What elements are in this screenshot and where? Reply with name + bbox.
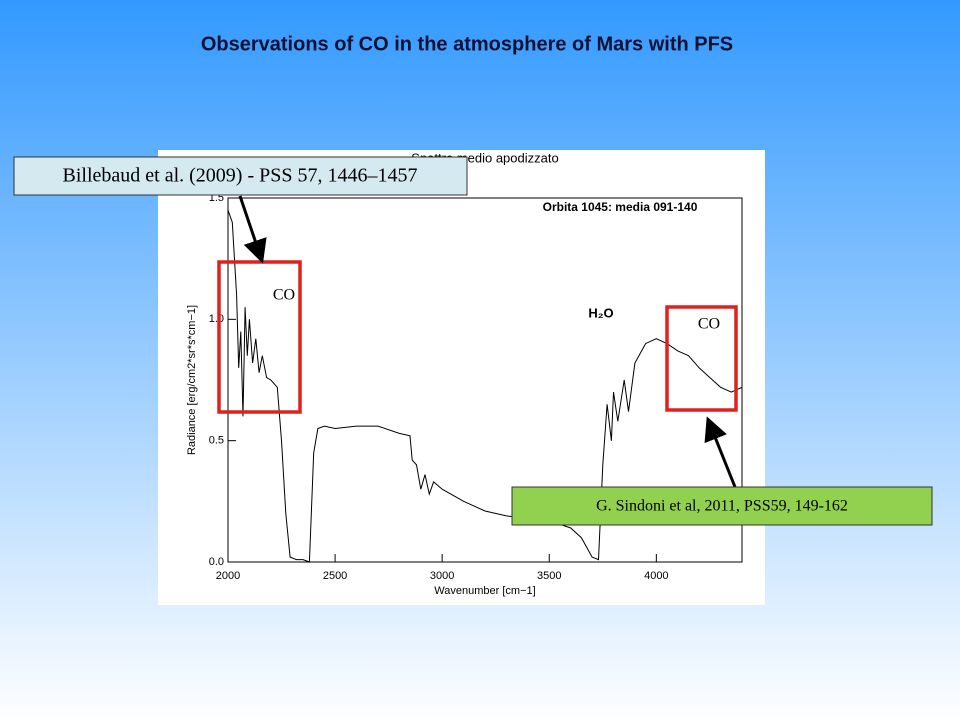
slide-title: Observations of CO in the atmosphere of …	[201, 33, 733, 55]
citation: G. Sindoni et al, 2011, PSS59, 149-162	[596, 498, 848, 515]
x-tick-label: 4000	[644, 570, 668, 582]
x-tick-label: 3000	[430, 570, 454, 582]
arrow	[238, 195, 267, 264]
spectrum-line	[227, 209, 743, 563]
plot-image	[158, 150, 765, 605]
x-tick-label: 2000	[216, 570, 240, 582]
x-tick-label: 2500	[323, 570, 347, 582]
x-axis-label: Wavenumber [cm−1]	[434, 585, 535, 597]
annotation: H₂O	[588, 305, 613, 320]
arrow	[704, 416, 737, 488]
chart-subtitle: Orbita 1045: media 091-140	[543, 200, 698, 214]
highlight-box	[665, 305, 738, 412]
y-tick-label: 1.0	[209, 313, 224, 325]
citation-box	[13, 156, 468, 196]
y-axis-label: Radiance [erg/cm2*sr*s*cm−1]	[186, 305, 198, 455]
citation-box	[511, 486, 933, 526]
x-tick-label: 3500	[537, 570, 561, 582]
plot-frame	[227, 197, 743, 563]
citation: Billebaud et al. (2009) - PSS 57, 1446–1…	[63, 165, 418, 187]
y-tick-label: 0.5	[209, 435, 224, 447]
annotation: CO	[273, 287, 295, 304]
y-tick-label: 0.0	[209, 556, 224, 568]
annotation: CO	[698, 316, 720, 333]
